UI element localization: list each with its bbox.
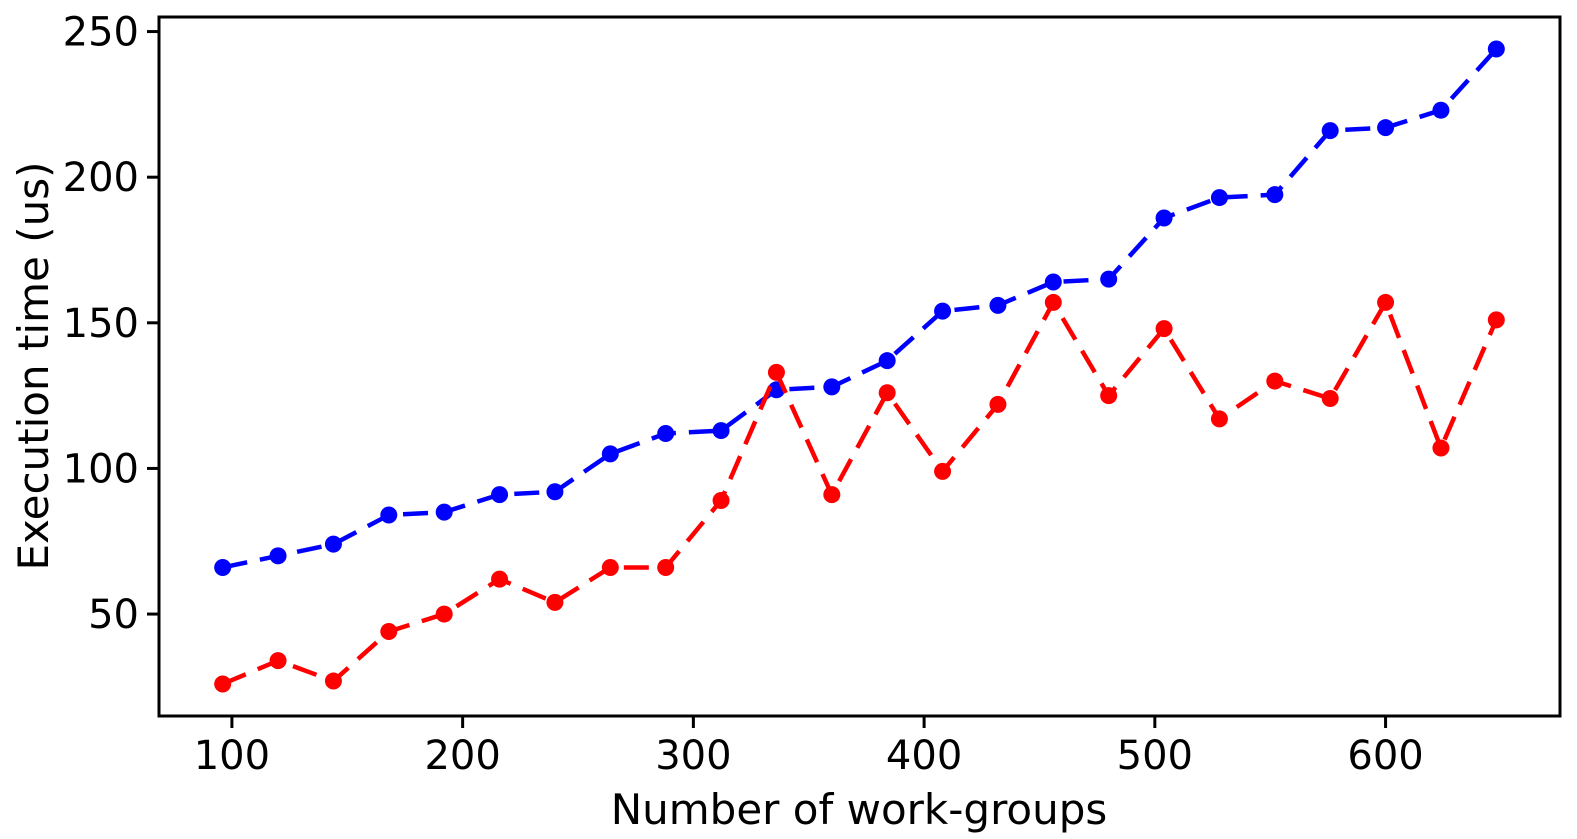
blue-series-data-point-marker [269,547,287,565]
x-tick-label: 400 [886,733,962,779]
x-tick-label: 200 [424,733,500,779]
blue-series-data-point-marker [324,535,342,553]
red-series-data-point-marker [934,462,952,480]
red-series-group [214,293,1505,693]
blue-series-data-point-marker [1487,40,1505,58]
red-series-data-point-marker [1321,390,1339,408]
blue-series-data-point-marker [1044,273,1062,291]
red-series-data-point-marker [491,570,509,588]
blue-series-data-point-marker [214,558,232,576]
y-tick-label: 100 [63,446,139,492]
x-axis-label: Number of work-groups [611,785,1108,834]
red-series-data-point-marker [601,558,619,576]
red-series-line [221,297,1499,687]
red-series-data-point-marker [324,672,342,690]
red-series-data-point-marker [712,491,730,509]
x-tick-label: 600 [1347,733,1423,779]
series-group [214,40,1505,693]
red-series-data-point-marker [214,675,232,693]
blue-series-data-point-marker [491,486,509,504]
blue-series-data-point-marker [601,445,619,463]
blue-series-line [222,47,1498,570]
blue-series-data-point-marker [878,352,896,370]
blue-series-data-point-marker [435,503,453,521]
x-tick-label: 300 [655,733,731,779]
red-series-data-point-marker [1210,410,1228,428]
red-series-data-point-marker [823,486,841,504]
blue-series-data-point-marker [1210,189,1228,207]
blue-series-data-point-marker [989,296,1007,314]
y-tick-label: 150 [63,301,139,347]
red-series-data-point-marker [1100,387,1118,405]
blue-series-data-point-marker [657,424,675,442]
blue-series-data-point-marker [1266,186,1284,204]
y-axis-ticks: 50 100 150 200 250 [63,10,159,638]
red-series-data-point-marker [546,593,564,611]
blue-series-data-point-marker [1100,270,1118,288]
red-series-data-point-marker [1155,320,1173,338]
y-axis-label: Execution time (us) [9,162,58,571]
blue-series-data-point-marker [1377,119,1395,137]
blue-series-data-point-marker [1432,101,1450,119]
red-series-data-point-marker [657,558,675,576]
x-tick-label: 500 [1117,733,1193,779]
y-tick-label: 250 [63,10,139,56]
blue-series-data-point-marker [1321,122,1339,140]
x-axis-ticks: 100 200 300 400 500 600 [194,716,1424,779]
x-tick-label: 100 [194,733,270,779]
blue-series-data-point-marker [712,422,730,440]
red-series-data-point-marker [1044,293,1062,311]
y-tick-label: 50 [88,592,139,638]
red-series-data-point-marker [435,605,453,623]
red-series-data-point-marker [269,652,287,670]
plot-area-frame [157,15,1562,718]
blue-series-data-point-marker [1155,209,1173,227]
red-series-data-point-marker [1377,293,1395,311]
blue-series-data-point-marker [823,378,841,396]
blue-series-data-point-marker [380,506,398,524]
blue-series-group [214,40,1505,576]
y-tick-label: 200 [63,155,139,201]
red-series-data-point-marker [767,363,785,381]
red-series-data-point-marker [878,384,896,402]
red-series-data-point-marker [1266,372,1284,390]
red-series-data-point-marker [380,623,398,641]
blue-series-data-point-marker [934,302,952,320]
red-series-data-point-marker [1432,439,1450,457]
red-series-data-point-marker [989,395,1007,413]
blue-series-data-point-marker [546,483,564,501]
red-series-data-point-marker [1487,311,1505,329]
